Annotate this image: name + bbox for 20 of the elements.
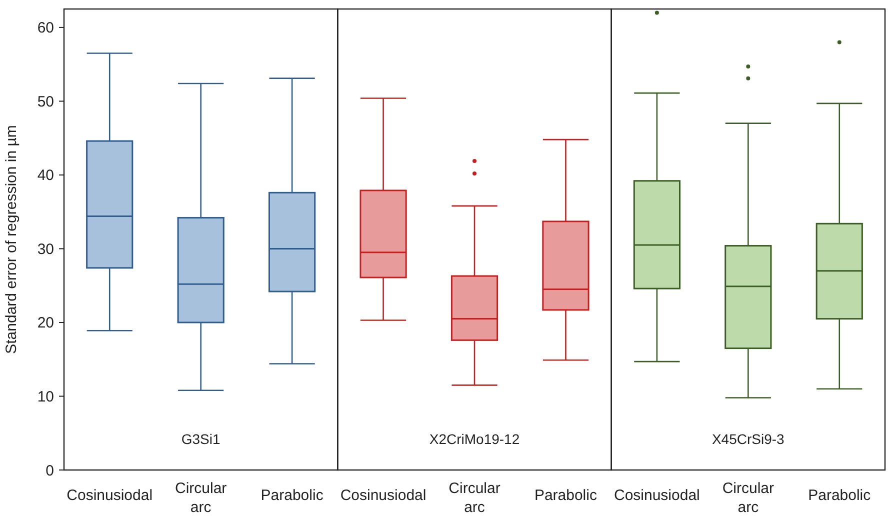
y-tick-label: 0 <box>46 462 54 480</box>
text: G3Si1 <box>181 431 220 447</box>
x-tick-label: Parabolic <box>534 487 598 504</box>
y-tick-label: 20 <box>37 314 54 332</box>
y-tick-label: 10 <box>37 388 54 406</box>
y-axis-title: Standard error of regression in µm <box>3 125 20 354</box>
text: X2CriMo19-12 <box>429 431 520 447</box>
x-tick-label: Parabolic <box>808 487 872 504</box>
x-tick-label: Cosinusiodal <box>614 487 700 504</box>
x-tick-label: Parabolic <box>260 487 324 504</box>
x-tick-label: Cosinusiodal <box>66 487 153 504</box>
x-tick-label: Cosinusiodal <box>340 487 426 504</box>
y-tick-label: 60 <box>37 20 54 37</box>
y-tick-label: 30 <box>37 240 54 258</box>
y-tick-label: 40 <box>37 167 54 184</box>
x-tick-label: Circular arc <box>174 480 227 516</box>
x-tick-label: Circular arc <box>722 480 774 516</box>
text: X45CrSi9-3 <box>712 431 785 447</box>
y-tick-label: 50 <box>37 93 54 110</box>
x-tick-label: Circular arc <box>448 480 500 516</box>
